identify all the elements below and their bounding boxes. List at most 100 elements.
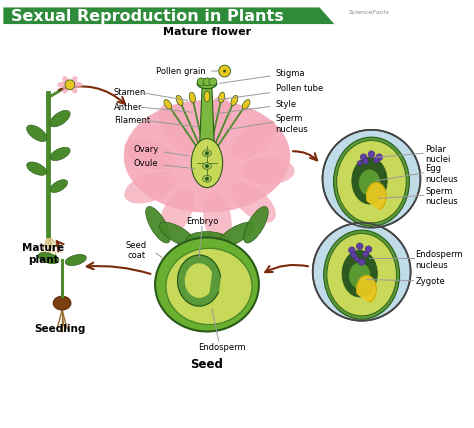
- Ellipse shape: [327, 234, 396, 316]
- Ellipse shape: [244, 207, 268, 243]
- Polygon shape: [185, 264, 211, 297]
- Polygon shape: [366, 183, 386, 209]
- Ellipse shape: [337, 140, 406, 223]
- Circle shape: [205, 164, 209, 168]
- Circle shape: [197, 78, 205, 86]
- Circle shape: [322, 130, 420, 228]
- Circle shape: [203, 78, 211, 86]
- Ellipse shape: [352, 158, 387, 204]
- Text: ScienceFacts: ScienceFacts: [349, 10, 390, 15]
- Text: Pollen grain: Pollen grain: [156, 67, 218, 76]
- Ellipse shape: [146, 207, 170, 243]
- Text: Stamen: Stamen: [114, 88, 146, 97]
- Polygon shape: [3, 7, 334, 24]
- Ellipse shape: [155, 238, 259, 331]
- Ellipse shape: [159, 222, 196, 247]
- Ellipse shape: [219, 92, 225, 103]
- Text: Egg
nucleus: Egg nucleus: [425, 164, 458, 184]
- Ellipse shape: [50, 180, 68, 193]
- Ellipse shape: [27, 162, 46, 175]
- Ellipse shape: [176, 95, 183, 106]
- Polygon shape: [178, 255, 220, 306]
- Circle shape: [313, 223, 410, 321]
- Ellipse shape: [65, 255, 86, 265]
- Circle shape: [205, 152, 209, 155]
- Ellipse shape: [166, 248, 252, 324]
- Ellipse shape: [63, 84, 70, 93]
- Circle shape: [363, 251, 368, 257]
- Ellipse shape: [241, 157, 295, 184]
- Ellipse shape: [202, 175, 211, 182]
- Text: Endosperm
nucleus: Endosperm nucleus: [416, 250, 463, 270]
- Ellipse shape: [50, 110, 70, 127]
- Ellipse shape: [159, 189, 195, 238]
- Ellipse shape: [204, 91, 210, 102]
- Text: Pollen tube: Pollen tube: [216, 84, 323, 100]
- Ellipse shape: [202, 150, 211, 157]
- Circle shape: [348, 247, 356, 254]
- Circle shape: [223, 70, 226, 72]
- Circle shape: [355, 257, 359, 262]
- Circle shape: [65, 80, 75, 89]
- Ellipse shape: [218, 222, 255, 247]
- Ellipse shape: [191, 139, 223, 187]
- Text: Zygote: Zygote: [416, 277, 445, 286]
- Ellipse shape: [203, 96, 232, 149]
- Ellipse shape: [358, 169, 381, 196]
- Ellipse shape: [27, 125, 47, 142]
- Ellipse shape: [186, 232, 228, 247]
- Ellipse shape: [349, 262, 371, 289]
- Circle shape: [360, 154, 367, 160]
- Ellipse shape: [53, 296, 71, 310]
- Ellipse shape: [63, 76, 70, 85]
- Ellipse shape: [70, 84, 77, 93]
- Circle shape: [356, 243, 363, 250]
- Circle shape: [376, 154, 383, 160]
- Polygon shape: [357, 276, 376, 303]
- Ellipse shape: [189, 92, 195, 103]
- Polygon shape: [199, 88, 215, 156]
- Circle shape: [363, 158, 368, 164]
- Text: Sperm
nucleus: Sperm nucleus: [425, 187, 458, 206]
- Circle shape: [219, 65, 230, 77]
- Ellipse shape: [197, 79, 217, 89]
- Circle shape: [374, 157, 379, 163]
- Ellipse shape: [231, 95, 238, 106]
- Ellipse shape: [124, 172, 176, 203]
- Ellipse shape: [203, 193, 232, 246]
- Circle shape: [205, 177, 209, 181]
- Ellipse shape: [231, 119, 276, 160]
- Ellipse shape: [231, 182, 276, 223]
- Ellipse shape: [164, 100, 172, 109]
- Text: Sperm
nucleus: Sperm nucleus: [275, 114, 308, 134]
- Text: Endosperm: Endosperm: [198, 343, 246, 352]
- Text: Stigma: Stigma: [219, 68, 305, 83]
- Ellipse shape: [324, 230, 400, 319]
- Text: Sexual Reproduction in Plants: Sexual Reproduction in Plants: [11, 9, 284, 24]
- Text: Ovary: Ovary: [134, 145, 189, 156]
- Text: Mature
plant: Mature plant: [22, 244, 64, 265]
- Text: Anther: Anther: [114, 103, 143, 112]
- Ellipse shape: [342, 250, 377, 297]
- Circle shape: [358, 259, 365, 265]
- Ellipse shape: [73, 82, 82, 88]
- Circle shape: [351, 252, 357, 258]
- Circle shape: [357, 160, 362, 166]
- Text: Ovule: Ovule: [134, 159, 194, 169]
- Ellipse shape: [70, 76, 77, 85]
- Circle shape: [368, 151, 375, 158]
- Text: Seedling: Seedling: [35, 324, 86, 333]
- Text: Mature flower: Mature flower: [163, 27, 251, 37]
- Text: Polar
nuclei: Polar nuclei: [425, 145, 451, 164]
- Ellipse shape: [124, 138, 176, 170]
- Ellipse shape: [334, 137, 410, 226]
- Ellipse shape: [57, 82, 67, 88]
- Circle shape: [209, 78, 217, 86]
- Ellipse shape: [159, 104, 195, 153]
- Text: Embryo: Embryo: [186, 217, 218, 226]
- Ellipse shape: [38, 253, 59, 264]
- Text: Seed
coat: Seed coat: [126, 241, 147, 260]
- Circle shape: [365, 246, 372, 253]
- Ellipse shape: [202, 163, 211, 169]
- Ellipse shape: [50, 147, 70, 160]
